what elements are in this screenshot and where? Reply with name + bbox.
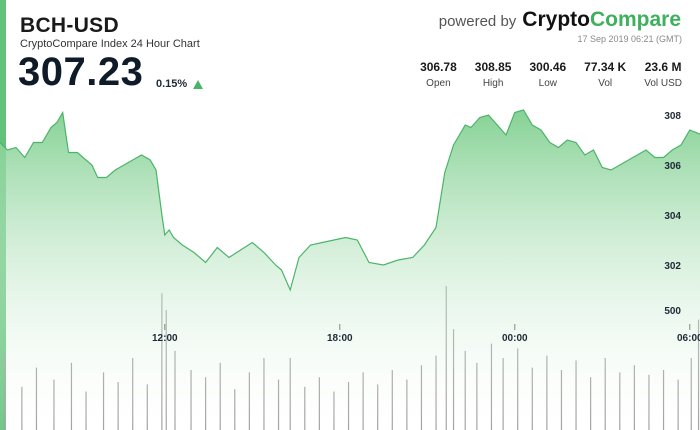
stat-label: Low <box>538 78 557 89</box>
stat-open: 306.78 Open <box>420 60 457 89</box>
price-change: 0.15% <box>156 78 188 90</box>
stat-value: 308.85 <box>474 60 512 74</box>
timestamp: 17 Sep 2019 06:21 (GMT) <box>577 34 682 44</box>
y-tick-302: 302 <box>664 261 681 272</box>
x-tick-2: 00:00 <box>502 333 528 344</box>
x-tick-3: 06:00 <box>677 333 700 344</box>
stat-label: High <box>482 78 504 89</box>
stat-value: 23.6 M <box>644 60 682 74</box>
stat-vol: 77.34 K Vol <box>584 60 626 89</box>
stat-label: Open <box>426 78 451 89</box>
brand-logo[interactable]: powered by CryptoCompare <box>439 8 681 32</box>
y-axis-ticks: 302 304 306 308 <box>664 111 681 272</box>
stat-label: Vol USD <box>644 78 682 89</box>
stat-label: Vol <box>598 78 613 89</box>
triangle-up-icon <box>193 80 203 89</box>
x-axis-ticks: 12:00 18:00 00:00 06:00 <box>152 324 700 344</box>
current-price: 307.23 <box>18 50 144 94</box>
price-area <box>0 109 700 430</box>
y-tick-306: 306 <box>664 161 681 172</box>
stat-value: 77.34 K <box>584 60 627 74</box>
x-tick-0: 12:00 <box>152 333 178 344</box>
volume-axis-ticks: 500 <box>664 306 681 317</box>
price-line <box>0 109 700 292</box>
stat-vol-usd: 23.6 M Vol USD <box>644 60 682 89</box>
powered-by-text: powered by <box>438 13 517 30</box>
y-tick-308: 308 <box>664 111 681 122</box>
pair-title: BCH-USD <box>20 14 119 37</box>
volume-tick-0: 500 <box>664 306 681 317</box>
price-area-fill <box>0 110 700 430</box>
stat-high: 308.85 High <box>475 60 512 89</box>
x-tick-1: 18:00 <box>327 333 353 344</box>
stat-value: 300.46 <box>529 60 567 74</box>
stat-value: 306.78 <box>420 60 457 74</box>
y-tick-304: 304 <box>664 211 681 222</box>
brand-compare-text: Compare <box>589 8 681 31</box>
chart-subtitle: CryptoCompare Index 24 Hour Chart <box>20 38 200 50</box>
stats-panel: 306.78 Open 308.85 High 300.46 Low 77.34… <box>402 60 682 89</box>
brand-crypto-text: Crypto <box>522 8 590 31</box>
stat-low: 300.46 Low <box>529 60 566 89</box>
